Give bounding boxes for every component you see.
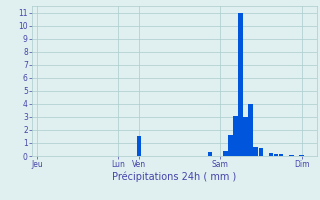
Bar [228, 135, 233, 156]
Bar [299, 155, 304, 156]
Bar [238, 13, 243, 156]
Bar [208, 152, 212, 156]
Bar [248, 104, 253, 156]
Bar [243, 117, 248, 156]
Bar [233, 116, 238, 156]
X-axis label: Précipitations 24h ( mm ): Précipitations 24h ( mm ) [112, 172, 236, 182]
Bar [279, 154, 284, 156]
Bar [289, 155, 294, 156]
Bar [259, 148, 263, 156]
Bar [223, 151, 228, 156]
Bar [274, 154, 278, 156]
Bar [253, 147, 258, 156]
Bar [269, 153, 273, 156]
Bar [137, 136, 141, 156]
